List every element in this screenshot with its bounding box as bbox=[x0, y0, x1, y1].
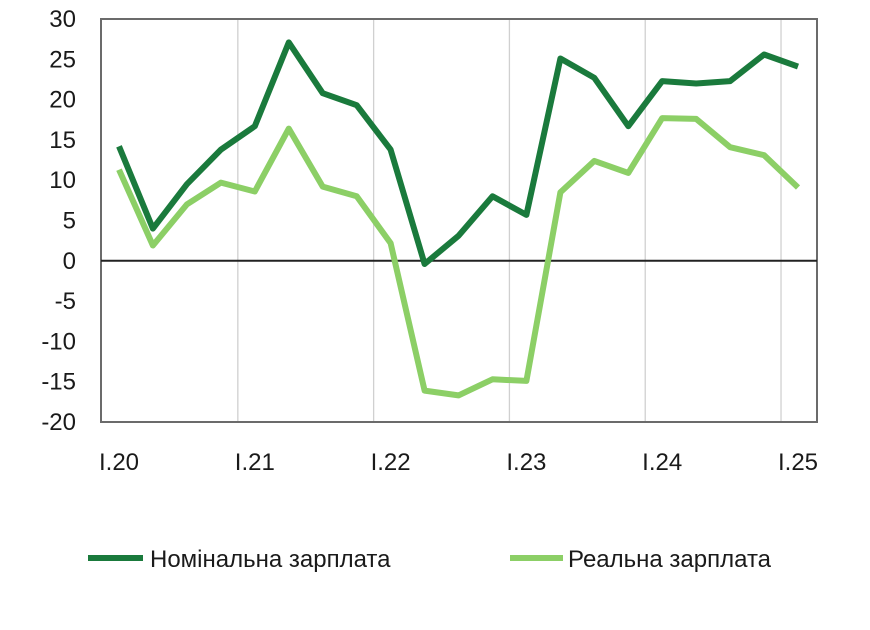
plot-area-frame bbox=[100, 18, 818, 423]
y-tick-label-4: 10 bbox=[49, 167, 76, 194]
y-tick-label-9: -15 bbox=[41, 369, 76, 396]
series-line-nominal bbox=[116, 39, 800, 267]
grid-layer bbox=[237, 19, 782, 422]
x-axis-tick-labels: I.20 I.21 I.22 I.23 I.24 I.25 bbox=[99, 449, 818, 476]
y-axis-tick-labels: 30 25 20 15 10 5 0 -5 -10 -15 -20 bbox=[41, 6, 76, 436]
x-tick-label-0: I.20 bbox=[99, 449, 139, 476]
y-tick-label-6: 0 bbox=[63, 248, 76, 275]
legend: Номінальна зарплата Реальна зарплата bbox=[88, 546, 772, 573]
y-tick-label-8: -10 bbox=[41, 328, 76, 355]
y-tick-label-0: 30 bbox=[49, 6, 76, 33]
x-tick-label-2: I.22 bbox=[371, 449, 411, 476]
x-tick-label-4: I.24 bbox=[642, 449, 682, 476]
legend-label-real: Реальна зарплата bbox=[568, 546, 772, 573]
x-tick-label-1: I.21 bbox=[235, 449, 275, 476]
y-tick-label-1: 25 bbox=[49, 46, 76, 73]
legend-label-nominal: Номінальна зарплата bbox=[150, 546, 391, 573]
y-tick-label-3: 15 bbox=[49, 127, 76, 154]
series-layer bbox=[116, 39, 801, 399]
x-tick-label-5: I.25 bbox=[778, 449, 818, 476]
series-line-real bbox=[116, 115, 801, 399]
y-tick-label-2: 20 bbox=[49, 87, 76, 114]
y-tick-label-7: -5 bbox=[55, 288, 76, 315]
x-tick-label-3: I.23 bbox=[506, 449, 546, 476]
y-tick-label-5: 5 bbox=[63, 208, 76, 235]
y-tick-label-10: -20 bbox=[41, 409, 76, 436]
